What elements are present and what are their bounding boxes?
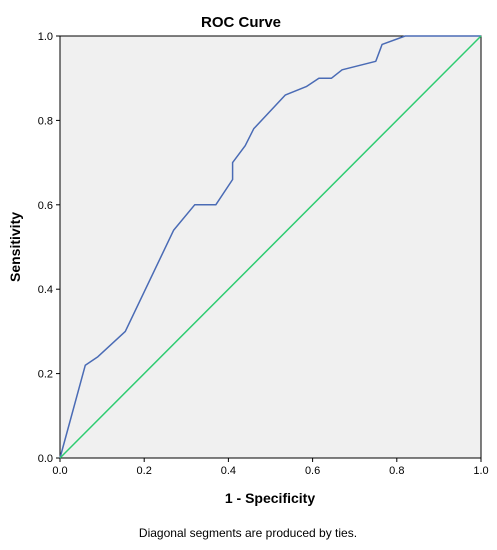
roc-curve-line: [59, 35, 481, 459]
series-layer: [59, 35, 482, 459]
y-tick-label: 0.8: [38, 115, 53, 127]
y-axis-label: Sensitivity: [7, 212, 23, 282]
x-axis-label: 1 - Specificity: [225, 490, 315, 506]
y-tick-label: 0.2: [38, 369, 53, 381]
x-tick-label: 0.4: [221, 465, 236, 477]
reference-diagonal-line: [59, 35, 482, 459]
y-tick-label: 1.0: [38, 31, 53, 43]
y-tick-label: 0.4: [38, 284, 53, 296]
x-tick-label: 0.2: [137, 465, 152, 477]
y-tick-label: 0.0: [38, 453, 53, 465]
x-tick-label: 0.8: [389, 465, 404, 477]
x-tick-label: 1.0: [473, 465, 488, 477]
chart-title: ROC Curve: [201, 14, 281, 31]
x-tick-label: 0.0: [52, 465, 67, 477]
y-tick-label: 0.6: [38, 200, 53, 212]
axis-ticks: 0.0 0.2 0.4 0.6 0.8 1.0 0.0 0.2 0.4 0.6 0.8 1.0: [38, 31, 489, 477]
chart-footnote: Diagonal segments are produced by ties.: [139, 526, 357, 540]
x-tick-label: 0.6: [305, 465, 320, 477]
